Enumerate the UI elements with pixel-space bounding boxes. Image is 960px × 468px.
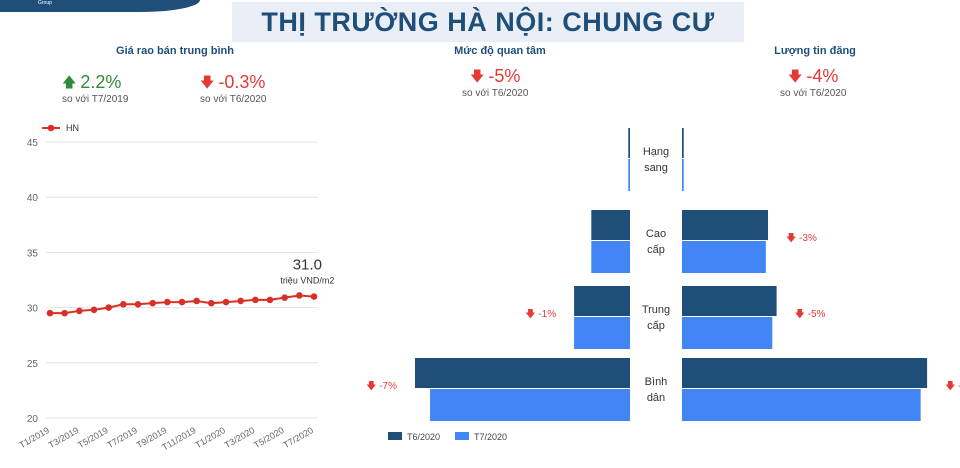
data-point [164, 298, 171, 306]
y-tick-label: 45 [27, 138, 39, 149]
right-bar-t7 [682, 389, 921, 421]
arrow-down-icon: 🡇 [788, 68, 803, 84]
right-change-label: 🡇 -3% [786, 232, 817, 244]
legend-swatch-t6 [388, 432, 402, 440]
right-change-label: 🡇 -3% [945, 380, 960, 392]
left-bar-t6 [574, 286, 630, 316]
page-title: THỊ TRƯỜNG HÀ NỘI: CHUNG CƯ [261, 7, 715, 37]
data-point [310, 293, 318, 300]
right-bar-t6 [682, 210, 768, 240]
category-label: cấp [647, 320, 665, 332]
kpi-listings-label: so với T6/2020 [780, 88, 847, 99]
kpi-price-title: Giá rao bán trung bình [116, 45, 234, 57]
data-point [76, 307, 83, 315]
data-point [222, 298, 230, 306]
annotation-unit: triệu VND/m2 [280, 275, 334, 285]
legend-label-hn: HN [66, 123, 79, 133]
left-change-label: 🡇 -1% [525, 308, 556, 320]
right-bar-t6 [682, 358, 928, 388]
kpi-price-yoy-label: so với T7/2019 [62, 94, 129, 105]
data-point [266, 296, 274, 304]
data-point [46, 309, 54, 317]
data-point [178, 298, 186, 306]
kpi-listings: 🡇 -4% so với T6/2020 [780, 66, 846, 99]
data-point [134, 300, 142, 308]
y-tick-label: 25 [27, 359, 39, 370]
data-point [208, 299, 215, 307]
kpi-interest-label: so với T6/2020 [462, 88, 529, 99]
right-bar-t7 [682, 159, 684, 191]
kpi-price-yoy-value: 2.2% [80, 72, 122, 92]
interest-listings-bar-chart: Hạng sang Cao cấp Trung cấp Bình dân 🡇 -1% 🡇 -7% 🡇… [366, 128, 960, 442]
kpi-price-yoy: 🡅 2.2% so với T7/2019 [62, 72, 128, 105]
y-tick-label: 40 [27, 193, 39, 204]
legend-label-t7: T7/2020 [474, 432, 507, 442]
kpi-listings-value: -4% [806, 66, 839, 86]
kpi-interest-value: -5% [488, 66, 521, 86]
left-bar-t7 [430, 389, 630, 421]
left-bar-t6 [591, 210, 630, 240]
arrow-up-icon: 🡅 [62, 74, 77, 90]
kpi-interest: 🡇 -5% so với T6/2020 [462, 66, 528, 99]
left-bar-t6 [628, 128, 630, 158]
kpi-interest-title: Mức độ quan tâm [454, 45, 546, 57]
data-point [193, 297, 200, 305]
data-point [105, 304, 112, 311]
left-bar-t7 [628, 159, 630, 191]
right-change-label: 🡇 -5% [795, 308, 826, 320]
kpi-listings-title: Lượng tin đăng [774, 45, 856, 57]
data-point [237, 297, 244, 305]
y-tick-label: 35 [27, 248, 39, 259]
data-point [149, 299, 156, 307]
data-point [90, 306, 98, 314]
arrow-down-icon: 🡇 [470, 68, 485, 84]
brand-logo: Group [0, 0, 200, 12]
left-change-label: 🡇 -7% [366, 380, 397, 392]
category-label: sang [644, 162, 668, 174]
title-banner [232, 2, 744, 42]
data-point [296, 292, 303, 299]
category-label: Bình [645, 376, 668, 388]
left-bar-t7 [591, 241, 630, 273]
kpi-price-mom-value: -0.3% [218, 72, 266, 92]
category-label: cấp [647, 244, 665, 256]
category-label: dân [647, 392, 665, 404]
right-bar-t6 [682, 286, 777, 316]
kpi-price-mom-label: so với T6/2020 [200, 94, 267, 105]
data-point [120, 300, 127, 308]
legend-swatch-t7 [455, 432, 469, 440]
brand-logo-text: Group [38, 0, 52, 6]
right-bar-t6 [682, 128, 684, 158]
y-tick-label: 30 [27, 304, 39, 315]
data-point [252, 296, 259, 304]
price-line-chart: 202530354045T1/2019T3/2019T5/2019T7/2019… [17, 123, 334, 452]
category-label: Cao [646, 228, 666, 240]
right-bar-t7 [682, 241, 766, 273]
data-point [61, 309, 68, 317]
legend-label-t6: T6/2020 [407, 432, 440, 442]
left-bar-t7 [574, 317, 630, 349]
arrow-down-icon: 🡇 [200, 74, 215, 90]
data-point [281, 294, 288, 301]
category-label: Hạng [643, 146, 669, 158]
left-bar-t6 [415, 358, 630, 388]
y-tick-label: 20 [27, 414, 39, 425]
legend-marker-hn [47, 124, 55, 132]
annotation-value: 31.0 [293, 256, 322, 273]
category-label: Trung [642, 304, 670, 316]
kpi-price-mom: 🡇 -0.3% so với T6/2020 [200, 72, 266, 105]
right-bar-t7 [682, 317, 773, 349]
